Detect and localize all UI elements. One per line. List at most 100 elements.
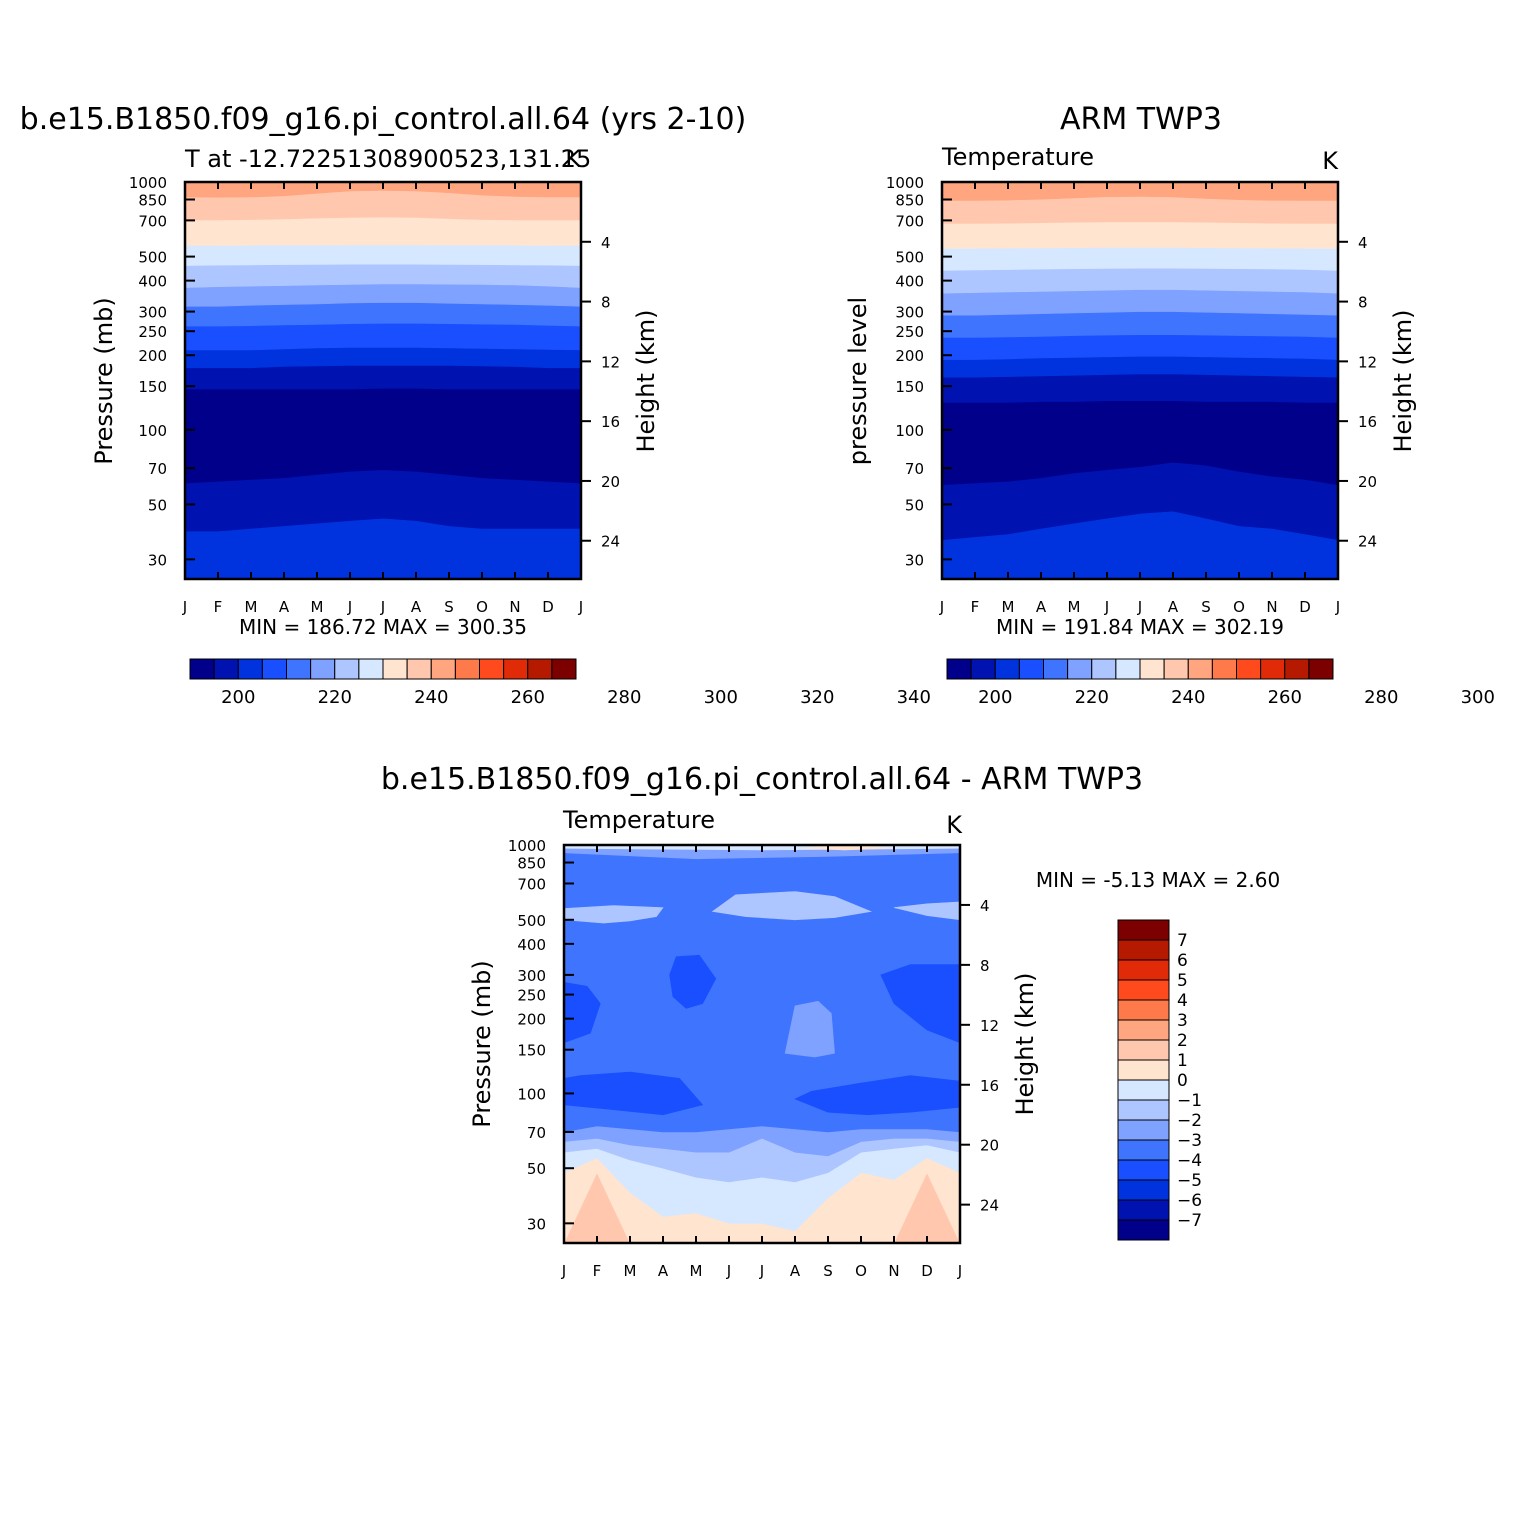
- colorbar-label: 3: [1177, 1011, 1188, 1031]
- pressure-label: 150: [895, 378, 924, 396]
- panel-diff-minmax: MIN = -5.13 MAX = 2.60: [1036, 868, 1280, 892]
- panel-obs-ylabel: pressure level: [844, 297, 872, 465]
- panel-obs-minmax: MIN = 191.84 MAX = 302.19: [996, 615, 1284, 639]
- colorbar-swatch: [1117, 1119, 1170, 1141]
- pressure-label: 200: [895, 347, 924, 365]
- colorbar-swatch: [1117, 979, 1170, 1001]
- colorbar-swatch: [1091, 658, 1117, 680]
- colorbar-swatch: [1117, 939, 1170, 961]
- colorbar-label: 260: [1268, 687, 1302, 708]
- colorbar-swatch: [1308, 658, 1334, 680]
- colorbar-label: 280: [607, 687, 641, 708]
- colorbar-swatch: [1117, 1079, 1170, 1101]
- colorbar-swatch: [1236, 658, 1262, 680]
- pressure-label: 400: [517, 936, 546, 954]
- colorbar-swatch: [1117, 919, 1170, 941]
- colorbar-swatch: [1117, 999, 1170, 1021]
- pressure-label: 300: [138, 304, 167, 322]
- colorbar-label: −7: [1177, 1211, 1202, 1231]
- panel-diff-region-12: [626, 879, 640, 884]
- colorbar-swatch: [261, 658, 287, 680]
- panel-diff-region-4: [669, 954, 717, 1009]
- colorbar-swatch: [479, 658, 505, 680]
- panel-diff-region-7: [563, 905, 664, 924]
- colorbar-swatch: [970, 658, 996, 680]
- colorbar-swatch: [1117, 1219, 1170, 1241]
- pressure-label: 200: [517, 1011, 546, 1029]
- pressure-label: 700: [138, 212, 167, 230]
- pressure-label: 1000: [886, 174, 924, 192]
- month-label: J: [957, 1262, 962, 1280]
- colorbar-swatch: [1211, 658, 1237, 680]
- pressure-label: 500: [517, 912, 546, 930]
- panel-obs-ylabel-right: Height (km): [1389, 310, 1417, 453]
- pressure-label: 50: [905, 496, 924, 514]
- colorbar-swatch: [1117, 1099, 1170, 1121]
- colorbar-swatch: [334, 658, 360, 680]
- panel-diff-ylabel-right: Height (km): [1011, 973, 1039, 1116]
- colorbar-swatch: [551, 658, 577, 680]
- colorbar-swatch: [1117, 1019, 1170, 1041]
- month-label: O: [1233, 598, 1245, 616]
- colorbar-swatch: [1260, 658, 1286, 680]
- colorbar-label: 300: [704, 687, 738, 708]
- colorbar-label: 200: [221, 687, 255, 708]
- month-label: J: [726, 1262, 731, 1280]
- colorbar-label: 320: [800, 687, 834, 708]
- colorbar-swatch: [286, 658, 312, 680]
- pressure-label: 70: [527, 1124, 546, 1142]
- panel-obs: ARM TWP3 Temperature K J F M A M J J A S O N D J 30 50…: [844, 102, 1495, 708]
- colorbar-swatch: [1115, 658, 1141, 680]
- colorbar-label: 280: [1364, 687, 1398, 708]
- pressure-label: 500: [895, 249, 924, 267]
- month-label: A: [411, 598, 422, 616]
- pressure-label: 500: [138, 249, 167, 267]
- month-label: N: [1266, 598, 1277, 616]
- pressure-label: 100: [517, 1085, 546, 1103]
- pressure-label: 850: [895, 191, 924, 209]
- panel-model-minmax: MIN = 186.72 MAX = 300.35: [239, 615, 527, 639]
- pressure-label: 30: [527, 1215, 546, 1233]
- panel-model-title: b.e15.B1850.f09_g16.pi_control.all.64 (y…: [20, 102, 747, 137]
- month-label: F: [214, 598, 223, 616]
- height-label: 4: [980, 897, 990, 915]
- month-label: M: [624, 1262, 637, 1280]
- pressure-label: 150: [138, 378, 167, 396]
- month-label: M: [690, 1262, 703, 1280]
- colorbar-swatch: [310, 658, 336, 680]
- colorbar-swatch: [1117, 1039, 1170, 1061]
- colorbar-swatch: [994, 658, 1020, 680]
- month-label: S: [823, 1262, 833, 1280]
- colorbar-swatch: [454, 658, 480, 680]
- panel-diff-region-0: [563, 1071, 704, 1116]
- month-label: J: [578, 598, 583, 616]
- colorbar-swatch: [189, 658, 215, 680]
- panel-model-ylabel: Pressure (mb): [90, 297, 118, 464]
- colorbar-swatch: [1117, 1159, 1170, 1181]
- panel-obs-title: ARM TWP3: [1060, 102, 1222, 137]
- month-label: F: [593, 1262, 602, 1280]
- panel-obs-left-string: Temperature: [941, 143, 1094, 171]
- pressure-label: 1000: [508, 837, 546, 855]
- colorbar-swatch: [1043, 658, 1069, 680]
- colorbar-label: 1: [1177, 1051, 1188, 1071]
- panel-model-units: K: [565, 145, 582, 173]
- colorbar-swatch: [1139, 658, 1165, 680]
- colorbar-label: 5: [1177, 971, 1188, 991]
- month-label: O: [855, 1262, 867, 1280]
- month-label: S: [1201, 598, 1211, 616]
- colorbar-swatch: [1117, 1139, 1170, 1161]
- colorbar-label: −1: [1177, 1091, 1202, 1111]
- panel-diff-region-11: [692, 868, 750, 875]
- month-label: J: [759, 1262, 764, 1280]
- colorbar-swatch: [503, 658, 529, 680]
- height-label: 24: [980, 1197, 999, 1215]
- month-label: J: [1104, 598, 1109, 616]
- month-label: D: [921, 1262, 933, 1280]
- colorbar-swatch: [1117, 1059, 1170, 1081]
- panel-diff-region-10: [860, 876, 954, 884]
- panel-model-plot-area: [184, 181, 582, 580]
- pressure-label: 250: [895, 323, 924, 341]
